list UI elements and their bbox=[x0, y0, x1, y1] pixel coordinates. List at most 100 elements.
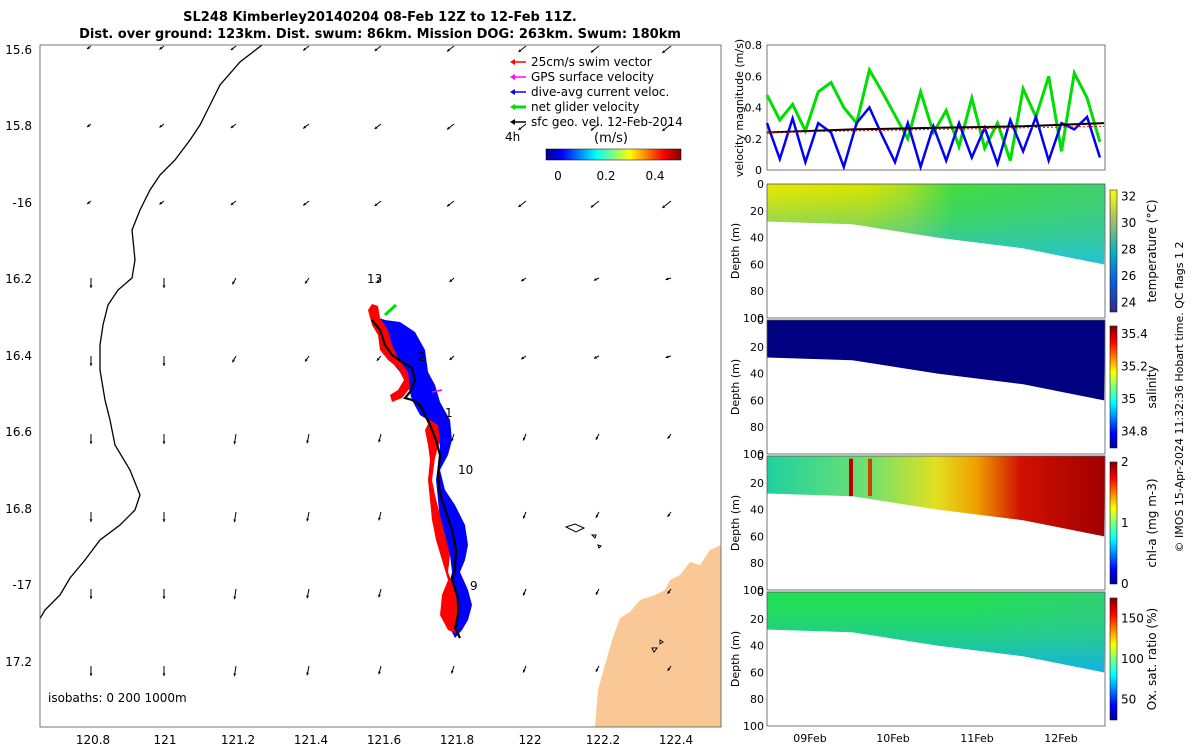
time-x-tick: 09Feb bbox=[793, 732, 826, 745]
current-arrow-head bbox=[90, 519, 93, 522]
depth-tick: 40 bbox=[750, 504, 764, 517]
legend-swatch-head bbox=[510, 119, 515, 125]
velocity-ylabel: velocity magnitude (m/s) bbox=[733, 39, 746, 177]
time-series-panels: 0 0.2 0.4 0.6 0.8 velocity magnitude (m/s) 0… bbox=[729, 39, 1186, 745]
depth-tick: 0 bbox=[757, 314, 764, 327]
map-x-tick: 121.2 bbox=[221, 733, 255, 747]
panel-salinity: 0 20 40 60 80 100 Depth (m) 34.8 35 35.2 35.4 salin… bbox=[729, 314, 1159, 461]
velocity-y-ticks: 0 0.2 0.4 0.6 0.8 bbox=[745, 39, 763, 177]
map-x-ticks: 120.8 121 121.2 121.4 121.6 121.8 122 122.2 122.… bbox=[76, 733, 693, 747]
temperature-colorbar-tick: 28 bbox=[1121, 243, 1136, 257]
current-arrows bbox=[87, 46, 671, 676]
credit-text: © IMOS 15-Apr-2024 11:32:36 Hobart time.… bbox=[1173, 242, 1186, 553]
depth-tick: 80 bbox=[750, 557, 764, 570]
depth-tick: 100 bbox=[743, 720, 764, 733]
current-arrow-head bbox=[163, 596, 166, 599]
velocity-y-tick: 0.2 bbox=[745, 133, 763, 146]
salinity-colorbar-tick: 35.2 bbox=[1121, 360, 1148, 374]
colorbar-tick-2: 0.4 bbox=[645, 169, 664, 183]
map-y-tick: 15.8 bbox=[5, 119, 32, 133]
salinity-colorbar-label: salinity bbox=[1145, 365, 1159, 408]
depth-tick: 20 bbox=[750, 205, 764, 218]
map-y-ticks: 15.615.8-1616.216.416.616.8-1717.2 bbox=[5, 43, 32, 669]
green-velocity-marker bbox=[385, 305, 396, 315]
salinity-data-field bbox=[767, 320, 1105, 400]
velocity-y-tick: 0.8 bbox=[745, 39, 763, 52]
track-label-13: 13 bbox=[367, 272, 382, 286]
legend-entry: GPS surface velocity bbox=[531, 70, 654, 84]
current-arrow-head bbox=[163, 519, 166, 522]
chl-a-colorbar-tick: 0 bbox=[1121, 577, 1129, 591]
current-arrow-head bbox=[90, 673, 93, 676]
isobaths-label: isobaths: 0 200 1000m bbox=[48, 691, 187, 705]
chl-a-colorbar-tick: 2 bbox=[1121, 455, 1129, 469]
panel-chl-a: 020406080100Depth (m)012chl-a (mg m-3) bbox=[729, 450, 1159, 597]
depth-tick: 0 bbox=[757, 450, 764, 463]
depth-tick: 60 bbox=[750, 530, 764, 543]
depth-tick: 20 bbox=[750, 477, 764, 490]
depth-tick: 40 bbox=[750, 368, 764, 381]
velocity-series-dive-avg-current-veloc- bbox=[767, 108, 1100, 167]
depth-label: Depth (m) bbox=[729, 223, 742, 279]
map-colorbar bbox=[546, 149, 681, 160]
oxygen-colorbar-tick: 50 bbox=[1121, 693, 1136, 707]
temperature-colorbar-tick: 24 bbox=[1121, 296, 1136, 310]
map-x-tick: 122.2 bbox=[586, 733, 620, 747]
depth-tick: 60 bbox=[750, 666, 764, 679]
current-arrow-head bbox=[90, 596, 93, 599]
track-label-2: 2 bbox=[418, 350, 426, 364]
map-x-tick: 121.6 bbox=[367, 733, 401, 747]
map-x-tick: 121 bbox=[154, 733, 177, 747]
depth-tick: 80 bbox=[750, 421, 764, 434]
current-arrow-head bbox=[163, 673, 166, 676]
current-arrow-head bbox=[163, 285, 166, 288]
map-y-tick: -17 bbox=[12, 578, 32, 592]
depth-label: Depth (m) bbox=[729, 631, 742, 687]
velocity-series-net-glider-velocity bbox=[767, 70, 1100, 161]
colorbar-tick-0: 0 bbox=[554, 169, 562, 183]
map-y-tick: 15.6 bbox=[5, 43, 32, 57]
depth-tick: 40 bbox=[750, 232, 764, 245]
depth-tick: 20 bbox=[750, 341, 764, 354]
oxygen-deep-shading bbox=[767, 592, 1105, 672]
oxygen-colorbar-label: Ox. sat. ratio (%) bbox=[1145, 608, 1159, 710]
track-label-9: 9 bbox=[470, 579, 478, 593]
chl-streak bbox=[868, 459, 872, 497]
depth-tick: 40 bbox=[750, 640, 764, 653]
salinity-colorbar-tick: 35 bbox=[1121, 392, 1136, 406]
map-x-tick: 120.8 bbox=[76, 733, 110, 747]
oxygen-colorbar bbox=[1110, 598, 1117, 720]
chl-a-colorbar-label: chl-a (mg m-3) bbox=[1145, 478, 1159, 567]
legend-swatch-head bbox=[510, 74, 515, 80]
depth-tick: 0 bbox=[757, 178, 764, 191]
oxygen-colorbar-tick: 100 bbox=[1121, 652, 1144, 666]
depth-tick: 60 bbox=[750, 258, 764, 271]
velocity-lines bbox=[767, 70, 1104, 167]
map-y-tick: 16.6 bbox=[5, 425, 32, 439]
legend-entry: net glider velocity bbox=[531, 100, 639, 114]
chl-a-colorbar bbox=[1110, 462, 1117, 584]
temperature-deep-shading bbox=[767, 184, 1105, 264]
temperature-colorbar bbox=[1110, 190, 1117, 312]
depth-label: Depth (m) bbox=[729, 359, 742, 415]
map-y-tick: 16.8 bbox=[5, 502, 32, 516]
legend-swatch-head bbox=[510, 104, 515, 110]
legend-entry: sfc geo. vel. 12-Feb-2014 bbox=[531, 115, 683, 129]
chl-streak bbox=[849, 459, 853, 497]
temperature-colorbar-label: temperature (°C) bbox=[1145, 200, 1159, 303]
temperature-colorbar-tick: 32 bbox=[1121, 190, 1136, 204]
legend-entry: dive-avg current veloc. bbox=[531, 85, 669, 99]
map-y-tick: 17.2 bbox=[5, 655, 32, 669]
depth-tick: 20 bbox=[750, 613, 764, 626]
time-x-tick: 10Feb bbox=[876, 732, 909, 745]
temperature-colorbar-tick: 30 bbox=[1121, 216, 1136, 230]
salinity-colorbar bbox=[1110, 326, 1117, 448]
velocity-y-tick: 0.4 bbox=[745, 102, 763, 115]
map-y-tick: -16 bbox=[12, 196, 32, 210]
track-label-10: 10 bbox=[458, 463, 473, 477]
depth-tick: 80 bbox=[750, 693, 764, 706]
time-x-ticks: 09Feb 10Feb 11Feb 12Feb bbox=[793, 732, 1077, 745]
panel-oxygen: 020406080100Depth (m)50100150 Ox. sat. ra… bbox=[729, 586, 1159, 733]
depth-tick: 80 bbox=[750, 285, 764, 298]
